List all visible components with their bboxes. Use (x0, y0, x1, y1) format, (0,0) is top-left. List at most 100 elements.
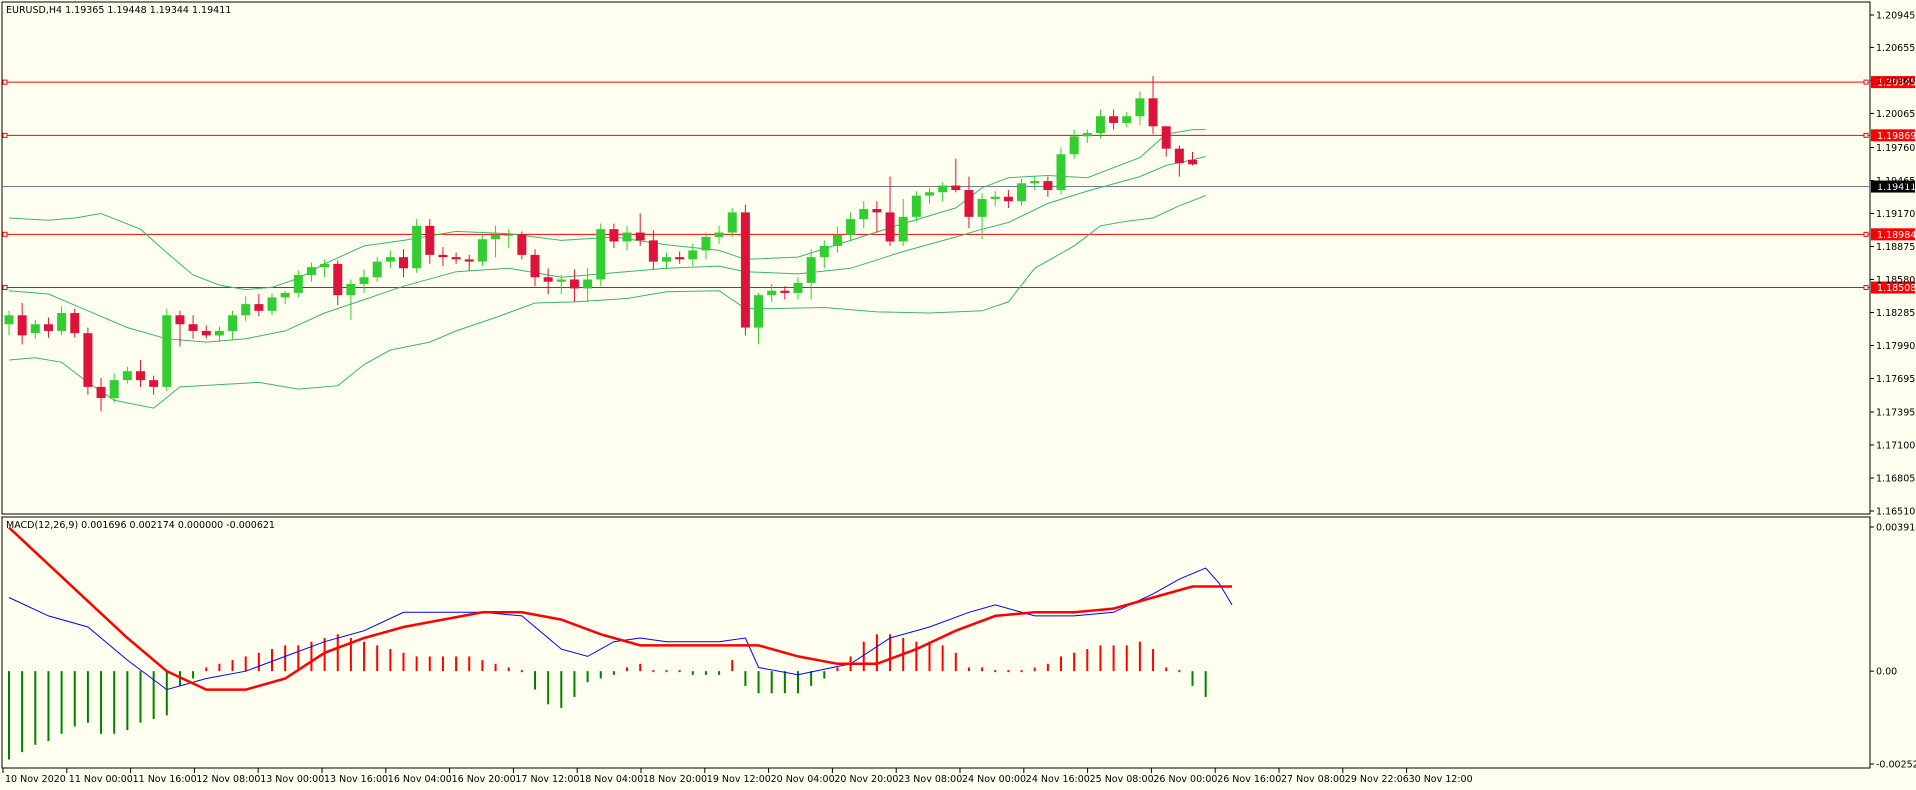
level-price-tag (1871, 281, 1915, 294)
time-tick-label: 29 Nov 22:06 (1345, 774, 1409, 785)
candle-body-bear (149, 380, 159, 387)
candle-body-bull (228, 315, 238, 331)
price-tick-label: 1.20945 (1876, 11, 1915, 22)
bollinger-middle-line (8, 156, 1206, 343)
candle-body-bull (806, 257, 816, 283)
candle-body-bull (504, 234, 514, 236)
price-tick-label: 1.16510 (1876, 507, 1915, 518)
candle-body-bull (556, 279, 566, 282)
level-anchor[interactable] (2, 285, 8, 291)
macd-histogram (8, 634, 1207, 760)
candle-body-bear (569, 279, 579, 289)
candle-body-bull (491, 234, 501, 240)
candle-body-bull (1056, 154, 1066, 191)
price-tick-label: 1.16805 (1876, 474, 1915, 485)
time-tick-label: 18 Nov 04:00 (579, 774, 643, 785)
candle-body-bull (1030, 181, 1040, 184)
candle-body-bear (1109, 116, 1119, 123)
candle-body-bear (648, 240, 658, 262)
level-anchor[interactable] (1863, 132, 1869, 138)
candle-body-bull (819, 245, 829, 258)
candle-body-bull (898, 216, 908, 242)
candle-body-bear (1148, 98, 1158, 127)
candle-body-bear (188, 324, 198, 331)
price-axis-ticks (1870, 14, 1874, 512)
level-anchor[interactable] (1863, 231, 1869, 237)
macd-pane[interactable] (1, 516, 1871, 769)
candle-body-bear (964, 190, 974, 217)
time-tick-label: 11 Nov 16:00 (133, 774, 197, 785)
candle-body-bull (596, 229, 606, 280)
level-anchor[interactable] (2, 231, 8, 237)
time-tick-label: 25 Nov 08:00 (1090, 774, 1154, 785)
macd-tick-label: -0.002522 (1876, 760, 1916, 771)
price-tick-label: 1.18875 (1876, 242, 1915, 253)
candle-body-bull (846, 219, 856, 235)
price-tick-label: 1.20065 (1876, 109, 1915, 120)
candle-body-bull (925, 192, 934, 196)
candle-body-bull (793, 282, 803, 293)
candle-body-bear (17, 315, 27, 336)
price-tick-label: 1.19170 (1876, 209, 1915, 220)
candle-body-bear (1043, 181, 1053, 191)
candle-body-bull (122, 371, 132, 381)
candle-body-bull (1122, 116, 1132, 123)
candle-body-bull (832, 234, 842, 246)
candle-body-bear (609, 229, 619, 242)
time-tick-label: 18 Nov 20:00 (643, 774, 707, 785)
candle-body-bull (320, 263, 330, 268)
time-tick-label: 16 Nov 04:00 (388, 774, 452, 785)
candle-body-bear (136, 371, 145, 381)
candlesticks (4, 75, 1197, 412)
candle-body-bull (1017, 183, 1027, 202)
chart-header: EURUSD,H4 1.19365 1.19448 1.19344 1.1941… (6, 5, 231, 16)
candle-body-bear (951, 185, 961, 191)
time-tick-label: 20 Nov 20:00 (834, 774, 898, 785)
candle-body-bear (1174, 148, 1184, 164)
time-tick-label: 16 Nov 20:00 (452, 774, 516, 785)
candle-body-bull (372, 261, 382, 278)
time-tick-label: 13 Nov 00:00 (260, 774, 324, 785)
price-pane[interactable] (1, 1, 1871, 515)
candle-body-bear (96, 386, 106, 399)
level-price-tag (1871, 129, 1915, 142)
price-tick-label: 1.17695 (1876, 374, 1915, 385)
price-tick-label: 1.18285 (1876, 308, 1915, 319)
bollinger-upper-line (8, 129, 1206, 291)
level-anchor[interactable] (1863, 79, 1869, 85)
candle-body-bear (885, 212, 895, 242)
candle-body-bull (1095, 116, 1105, 133)
price-tick-label: 1.17395 (1876, 408, 1915, 419)
candle-body-bull (727, 212, 737, 233)
macd-tick-label: 0.003916 (1876, 523, 1916, 534)
level-anchor[interactable] (2, 132, 8, 138)
candle-body-bear (1188, 159, 1197, 165)
time-tick-label: 26 Nov 00:00 (1153, 774, 1217, 785)
macd-header: MACD(12,26,9) 0.001696 0.002174 0.000000… (6, 520, 275, 531)
horizontal-levels[interactable]: 1.20345 1.19869 1.18984 1.18508 1.19411 (2, 76, 1916, 294)
candle-body-bear (1003, 196, 1013, 202)
candle-body-bull (977, 198, 987, 217)
level-anchor[interactable] (2, 79, 8, 85)
candle-body-bull (57, 313, 67, 331)
level-anchor[interactable] (1863, 285, 1869, 291)
candle-body-bull (477, 239, 487, 262)
time-tick-label: 24 Nov 16:00 (1026, 774, 1090, 785)
candle-body-bear (438, 254, 448, 258)
candle-body-bear (254, 304, 264, 311)
candle-body-bear (1161, 126, 1171, 149)
price-axis-labels: 1.20945 1.20655 1.20360 1.20065 1.19760 1.194… (1876, 11, 1915, 518)
price-tick-label: 1.20360 (1876, 76, 1915, 87)
time-tick-label: 12 Nov 08:00 (196, 774, 260, 785)
time-tick-label: 11 Nov 00:00 (69, 774, 133, 785)
candle-body-bear (780, 290, 790, 293)
price-tick-label: 1.20655 (1876, 43, 1915, 54)
candle-body-bull (754, 295, 764, 328)
candle-body-bull (859, 209, 869, 220)
candle-body-bear (70, 313, 80, 334)
macd-axis-labels: 0.003916 0.00 -0.002522 (1870, 523, 1916, 771)
candle-body-bull (701, 236, 711, 251)
candle-body-bull (767, 290, 777, 296)
time-tick-label: 26 Nov 16:00 (1217, 774, 1281, 785)
